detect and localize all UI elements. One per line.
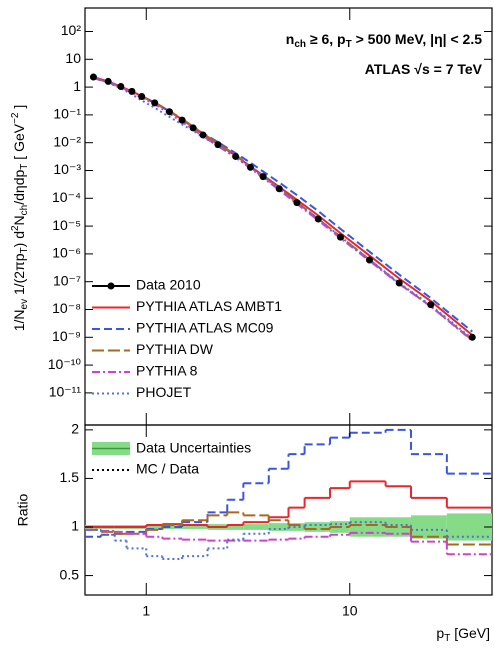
- legend-swatch: [107, 282, 115, 290]
- y-tick-label: 0.5: [60, 566, 80, 582]
- uncertainty-band: [268, 523, 289, 531]
- y-tick-label: 10⁻¹: [53, 106, 81, 122]
- data-point: [189, 124, 197, 132]
- uncertainty-band: [411, 515, 447, 539]
- data-point: [232, 152, 240, 160]
- text-part: ]: [11, 105, 27, 113]
- y-axis-label: 1/Nev 1/(2πpT) d2Nch/dηdpT [ GeV−2 ]: [10, 105, 30, 332]
- legend-label: PYTHIA 8: [136, 363, 198, 379]
- curve: [93, 77, 473, 333]
- data-point: [214, 141, 222, 149]
- text-part: N: [11, 215, 27, 225]
- data-point: [395, 279, 403, 287]
- uncertainty-band: [385, 517, 412, 537]
- data-point: [293, 199, 301, 207]
- text-part: /dηdp: [11, 170, 27, 205]
- legend-label: PYTHIA ATLAS AMBT1: [136, 298, 282, 314]
- text-part: ch: [19, 205, 30, 216]
- data-point: [151, 99, 159, 107]
- x-axis-label: pT [GeV]: [436, 625, 490, 644]
- text-part: [GeV]: [450, 625, 490, 641]
- text-part: 1/(2πp: [11, 253, 27, 299]
- legend-label: Data Uncertainties: [136, 440, 251, 456]
- text-part: 2: [10, 225, 21, 231]
- text-part: ev: [19, 299, 30, 310]
- y-tick-label: 10⁻⁹: [52, 328, 81, 344]
- annotation: nch ≥ 6, pT > 500 MeV, |η| < 2.5: [286, 31, 482, 50]
- data-point: [365, 256, 373, 264]
- bottom-plot: [85, 428, 492, 561]
- data-point: [427, 301, 435, 309]
- y-tick-label: 10⁻¹⁰: [48, 356, 82, 372]
- text-part: 1/N: [11, 309, 27, 331]
- y-tick-label: 2: [71, 421, 79, 437]
- legend-label: PHOJET: [136, 384, 192, 400]
- y-axis-label: Ratio: [15, 493, 31, 526]
- legend-label: MC / Data: [136, 461, 199, 477]
- curve: [93, 76, 473, 341]
- text-part: ch: [294, 39, 306, 50]
- y-tick-label: 10⁻⁷: [53, 272, 81, 288]
- data-point: [199, 131, 207, 139]
- y-tick-label: 10⁻⁴: [52, 189, 81, 205]
- text-part: T: [19, 164, 30, 170]
- text-part: p: [436, 625, 444, 641]
- uncertainty-band: [227, 524, 244, 530]
- bottom-frame: [84, 424, 493, 596]
- y-tick-label: 10⁻¹¹: [49, 384, 82, 400]
- text-part: n: [286, 31, 295, 47]
- data-point: [336, 233, 344, 241]
- y-tick-label: 10⁻⁸: [52, 300, 81, 316]
- text-part: ATLAS √s = 7 TeV: [365, 61, 483, 77]
- uncertainty-band: [182, 525, 208, 529]
- top-plot: [89, 73, 476, 342]
- text-part: T: [346, 39, 352, 50]
- y-tick-label: 1.5: [60, 469, 80, 485]
- text-part: ≥ 6, p: [306, 31, 346, 47]
- y-tick-label: 10: [65, 50, 81, 66]
- legend-label: PYTHIA DW: [136, 341, 214, 357]
- data-point: [178, 116, 186, 124]
- x-tick-label: 10: [342, 603, 358, 619]
- text-part: −2: [10, 112, 21, 124]
- text-part: T: [444, 633, 450, 644]
- data-point: [128, 87, 136, 95]
- y-tick-label: 1: [71, 518, 79, 534]
- y-tick-label: 10⁻³: [53, 161, 81, 177]
- uncertainty-band: [162, 525, 183, 529]
- y-tick-label: 10²: [61, 22, 82, 38]
- data-point: [246, 163, 254, 171]
- data-point: [89, 73, 97, 81]
- data-point: [314, 215, 322, 223]
- text-part: T: [19, 247, 30, 253]
- legend-label: Data 2010: [136, 277, 201, 293]
- data-point: [259, 173, 267, 181]
- data-point: [117, 83, 125, 91]
- legend-label: PYTHIA ATLAS MC09: [136, 320, 274, 336]
- y-tick-label: 1: [73, 78, 81, 94]
- data-point: [275, 185, 283, 193]
- uncertainty-band: [304, 522, 331, 532]
- text-part: [ GeV: [11, 123, 27, 163]
- uncertainty-band: [243, 524, 269, 530]
- x-tick-label: 1: [142, 603, 150, 619]
- y-tick-label: 10⁻⁵: [52, 217, 81, 233]
- uncertainty-band: [288, 523, 305, 531]
- text-part: ) d: [11, 231, 27, 247]
- data-point: [165, 108, 173, 116]
- data-point: [138, 92, 146, 100]
- annotation: ATLAS √s = 7 TeV: [365, 61, 483, 77]
- axes: 10²10110⁻¹10⁻²10⁻³10⁻⁴10⁻⁵10⁻⁶10⁻⁷10⁻⁸10…: [10, 8, 492, 644]
- text-part: > 500 MeV, |η| < 2.5: [352, 31, 483, 47]
- y-tick-label: 10⁻²: [53, 133, 81, 149]
- uncertainty-band: [146, 525, 163, 529]
- data-point: [104, 77, 112, 85]
- y-tick-label: 10⁻⁶: [52, 245, 81, 261]
- data-point: [468, 333, 476, 341]
